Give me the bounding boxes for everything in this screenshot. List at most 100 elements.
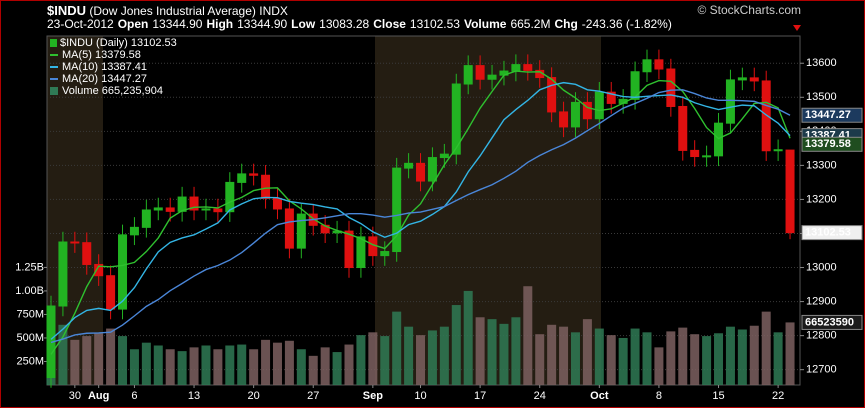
volume-bar (416, 335, 426, 385)
volume-bar (737, 329, 747, 385)
quote-date: 23-Oct-2012 (47, 17, 114, 31)
y2-tick-label: 250M (16, 355, 44, 367)
volume-bar (368, 332, 378, 385)
candle-body (606, 91, 616, 104)
candle-body (344, 230, 354, 269)
volume-bar (225, 345, 235, 385)
volume-bar (249, 349, 259, 385)
last-ma5: 13379.58 (805, 138, 851, 150)
legend-value: 13447.27 (101, 73, 147, 85)
last-volume: 66523590 (805, 316, 854, 328)
legend-entry: MA(20) 13447.27 (62, 73, 147, 85)
volume-bar (630, 328, 640, 385)
candle-body (82, 242, 92, 265)
quote-label: High (206, 17, 234, 31)
candle-body (714, 122, 724, 157)
volume-bar (714, 333, 724, 385)
legend-value: 665,235,904 (102, 85, 163, 97)
x-tick-label: 15 (712, 390, 724, 402)
volume-bar (141, 342, 151, 385)
candle-body (487, 74, 497, 80)
candle-body (582, 101, 592, 120)
candle-body (511, 64, 521, 72)
x-tick-label: Sep (363, 390, 383, 402)
y2-tick-label: 500M (16, 332, 44, 344)
volume-bar (201, 345, 211, 385)
volume-bar (153, 345, 163, 385)
legend-swatch (50, 87, 58, 95)
quote-value: 13083.28 (319, 17, 370, 31)
index-name: (Dow Jones Industrial Average) (89, 4, 256, 18)
volume-bar (535, 334, 545, 385)
legend-value: 13379.58 (95, 49, 141, 61)
ma-line (50, 89, 791, 344)
volume-bar (94, 333, 104, 385)
candle-body (189, 196, 199, 211)
volume-bar (392, 311, 402, 385)
candle-body (523, 64, 533, 71)
down-arrow (793, 25, 801, 31)
candle-body (272, 197, 282, 210)
volume-bar (189, 347, 199, 385)
legend-entry: MA(10) 13387.41 (62, 61, 147, 73)
volume-bar (523, 286, 533, 385)
volume-bar (344, 344, 354, 385)
candle-body (58, 241, 68, 307)
candle-body (141, 209, 151, 228)
y-tick-label: 13600 (806, 57, 837, 69)
volume-bar (582, 319, 592, 385)
legend-value: 13102.53 (131, 37, 177, 49)
y-tick-label: 13000 (806, 261, 837, 273)
volume-bar (237, 344, 247, 385)
volume-bar (380, 336, 390, 385)
candle-body (404, 162, 414, 169)
last-ma20-box (801, 107, 863, 123)
volume-bar (487, 319, 497, 385)
volume-bar (475, 317, 485, 385)
candle-body (666, 68, 676, 107)
quote-value: -243.36 (-1.82%) (581, 17, 672, 31)
candle-body (70, 241, 80, 244)
x-tick-label: 8 (656, 390, 662, 402)
y-tick-label: 12800 (806, 330, 837, 342)
legend-name: MA(5) (62, 49, 92, 61)
candle-body (654, 59, 664, 70)
volume-bar (463, 290, 473, 385)
volume-bar (404, 326, 414, 385)
candle-body (201, 208, 211, 211)
candle-body (225, 181, 235, 213)
candle-body (475, 65, 485, 80)
x-tick-label: Oct (590, 390, 609, 402)
candle-body (785, 149, 795, 234)
quote-label: Chg (554, 17, 578, 31)
quote-value: 665.2M (510, 17, 551, 31)
volume-bar (284, 340, 294, 385)
x-tick-label: 24 (534, 390, 546, 402)
header-title: $INDU (Dow Jones Industrial Average) IND… (47, 3, 288, 18)
candle-body (761, 80, 771, 152)
last-ma5-box (801, 136, 863, 152)
candle-body (118, 234, 128, 310)
volume-bar (749, 325, 759, 385)
last-close: 13102.53 (805, 227, 851, 239)
quote-label: Open (117, 17, 149, 31)
legend-name: MA(10) (62, 61, 98, 73)
volume-bar (690, 334, 700, 385)
quote-label: Close (373, 17, 406, 31)
volume-bar (594, 328, 604, 385)
volume-bar (427, 330, 437, 385)
candle-body (94, 263, 104, 277)
volume-bar (70, 339, 80, 385)
candle-body (630, 71, 640, 100)
candle-body (725, 79, 735, 124)
candle-body (165, 207, 175, 212)
volume-bar (177, 351, 187, 385)
candle-body (547, 77, 557, 113)
volume-bar (654, 347, 664, 385)
volume-bar (451, 305, 461, 385)
volume-bar (570, 332, 580, 385)
y-tick-label: 12900 (806, 295, 837, 307)
x-tick-label: 22 (772, 390, 784, 402)
candle-body (702, 155, 712, 158)
